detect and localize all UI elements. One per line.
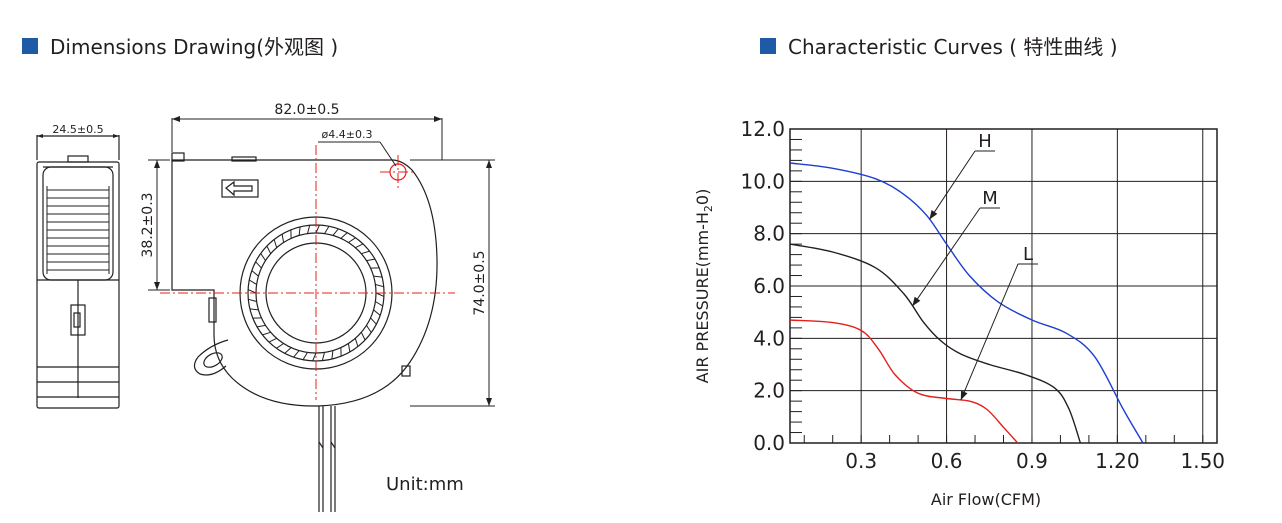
dimension-arrows bbox=[37, 116, 492, 406]
impeller-blade bbox=[247, 289, 257, 294]
y-tick-label: 0.0 bbox=[753, 431, 785, 455]
curves-header: Characteristic Curves ( 特性曲线 ) bbox=[760, 31, 1118, 60]
impeller-blade bbox=[268, 337, 277, 343]
impeller-blade bbox=[375, 301, 383, 307]
dimension-lines bbox=[148, 118, 495, 407]
annotation-arrowhead bbox=[929, 210, 938, 220]
impeller-blade bbox=[347, 343, 351, 353]
impeller-blade bbox=[340, 232, 348, 239]
chart-annotations: H M L bbox=[911, 131, 1038, 401]
impeller-blade bbox=[331, 350, 334, 360]
y-tick-label: 6.0 bbox=[753, 274, 785, 298]
impeller-blade bbox=[373, 309, 381, 316]
lead-wires bbox=[318, 406, 336, 512]
mount-hole bbox=[389, 163, 407, 181]
y-tick-label: 2.0 bbox=[753, 379, 785, 403]
hole-label: ø4.4±0.3 bbox=[322, 128, 373, 141]
chart-tick-labels: 0.0 2.0 4.0 6.0 8.0 10.0 12.0 0.3 0.6 0.9 1.20 1.50 bbox=[740, 117, 1225, 473]
impeller-blade bbox=[375, 284, 384, 288]
impeller-blade bbox=[251, 270, 259, 277]
impeller-blade bbox=[276, 343, 284, 349]
dimensions-header: Dimensions Drawing(外观图 ) bbox=[22, 31, 338, 60]
annotation-arrowhead bbox=[912, 296, 921, 307]
annotation-label: M bbox=[982, 188, 998, 209]
impeller-blade bbox=[249, 308, 259, 311]
impeller-blade bbox=[366, 325, 372, 333]
height-label: 74.0±0.5 bbox=[472, 250, 488, 315]
x-axis-label: Air Flow(CFM) bbox=[931, 490, 1041, 509]
y-axis-label-tail: 0) bbox=[693, 189, 712, 205]
x-tick-label: 1.50 bbox=[1181, 449, 1226, 473]
impeller-blade bbox=[373, 275, 383, 278]
y-axis-label-sub: 2 bbox=[702, 205, 715, 212]
side-view bbox=[36, 135, 120, 409]
impeller-blade bbox=[321, 352, 325, 361]
chart-grid bbox=[790, 129, 1217, 443]
impeller-blade bbox=[260, 253, 266, 261]
impeller-blade bbox=[256, 324, 266, 328]
section-marker-icon bbox=[22, 37, 38, 54]
annotation-leader bbox=[911, 207, 981, 307]
annotation-label: H bbox=[978, 131, 992, 152]
y-axis-label-main: AIR PRESSURE(mm-H bbox=[693, 212, 712, 383]
impeller-blade bbox=[348, 237, 356, 243]
impeller-blades bbox=[247, 224, 385, 362]
annotation-leader bbox=[929, 150, 976, 220]
outlet-label: 38.2±0.3 bbox=[140, 192, 156, 257]
impeller-blade bbox=[293, 350, 300, 358]
impeller-blade bbox=[248, 298, 257, 302]
annotation-arrowhead bbox=[960, 390, 968, 401]
x-tick-label: 0.6 bbox=[931, 449, 963, 473]
impeller-blade bbox=[366, 258, 376, 262]
curves-title: Characteristic Curves ( 特性曲线 ) bbox=[788, 35, 1118, 59]
x-tick-label: 1.20 bbox=[1095, 449, 1140, 473]
impeller-blade bbox=[249, 279, 257, 285]
impeller-blade bbox=[354, 338, 359, 347]
impeller-blade bbox=[284, 347, 292, 354]
impeller-blade bbox=[262, 331, 271, 336]
depth-label: 24.5±0.5 bbox=[52, 123, 103, 136]
impeller-blade bbox=[307, 225, 311, 234]
chart-minor-ticks bbox=[790, 128, 1204, 444]
impeller-blade bbox=[324, 226, 330, 234]
series-line-l bbox=[789, 319, 1019, 444]
chart-series bbox=[789, 162, 1144, 444]
x-tick-label: 0.9 bbox=[1016, 449, 1048, 473]
impeller-blade bbox=[266, 245, 272, 254]
impeller-blade bbox=[312, 352, 317, 362]
series-line-h bbox=[789, 162, 1144, 444]
impeller-blade bbox=[255, 261, 262, 269]
impeller-blade bbox=[302, 352, 308, 360]
y-axis-label: AIR PRESSURE(mm-H20) bbox=[693, 189, 715, 384]
y-tick-label: 4.0 bbox=[753, 326, 785, 350]
impeller-blade bbox=[361, 250, 370, 255]
impeller-blade bbox=[315, 224, 320, 234]
impeller-blade bbox=[355, 243, 364, 249]
impeller-blade bbox=[298, 226, 301, 236]
impeller-blade bbox=[281, 233, 285, 243]
y-tick-label: 8.0 bbox=[753, 222, 785, 246]
impeller-blade bbox=[332, 228, 339, 236]
annotation-leader bbox=[960, 263, 1019, 401]
center-lines bbox=[160, 145, 455, 400]
section-marker-icon bbox=[760, 37, 776, 54]
annotation-label: L bbox=[1023, 244, 1033, 265]
y-tick-label: 12.0 bbox=[740, 117, 785, 141]
impeller-blade bbox=[273, 239, 278, 248]
width-label: 82.0±0.5 bbox=[274, 102, 339, 118]
impeller-blade bbox=[360, 332, 366, 341]
unit-label: Unit:mm bbox=[386, 474, 464, 495]
y-tick-label: 10.0 bbox=[740, 169, 785, 193]
x-tick-label: 0.3 bbox=[845, 449, 877, 473]
dimensions-title: Dimensions Drawing(外观图 ) bbox=[50, 35, 339, 59]
impeller-blade bbox=[375, 292, 385, 297]
series-line-m bbox=[789, 243, 1082, 444]
impeller-blade bbox=[370, 317, 377, 325]
